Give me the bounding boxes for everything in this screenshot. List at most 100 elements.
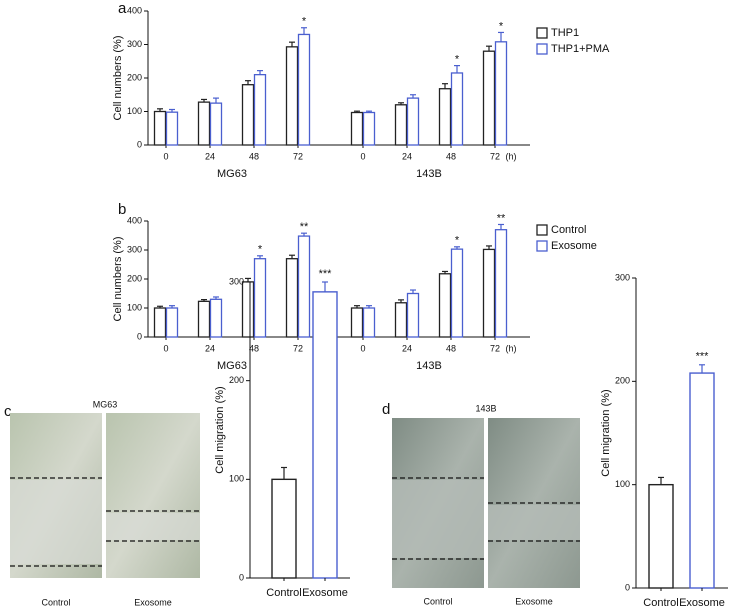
bar bbox=[362, 307, 376, 338]
x-tick-label: 72 bbox=[293, 151, 303, 161]
image-label: Exosome bbox=[134, 597, 172, 607]
panel-letter: b bbox=[118, 201, 126, 218]
image-title: 143B bbox=[475, 403, 496, 413]
y-tick-label: 100 bbox=[615, 479, 630, 489]
bar bbox=[209, 102, 223, 146]
bar bbox=[285, 258, 299, 338]
significance: * bbox=[455, 54, 460, 66]
y-tick-label: 300 bbox=[127, 39, 142, 49]
x-tick-label: 24 bbox=[402, 151, 412, 161]
bar bbox=[271, 478, 297, 579]
y-tick-label: 100 bbox=[229, 474, 244, 484]
y-tick-label: 400 bbox=[127, 5, 142, 15]
image-label: Exosome bbox=[515, 596, 553, 606]
bar bbox=[312, 291, 338, 579]
panel-letter: c bbox=[4, 403, 12, 420]
x-tick-label: 0 bbox=[163, 343, 168, 353]
panel-letter: a bbox=[118, 0, 127, 17]
y-axis-label: Cell migration (%) bbox=[214, 386, 226, 473]
x-tick-label: 48 bbox=[249, 343, 259, 353]
legend-swatch bbox=[536, 224, 548, 236]
bar bbox=[350, 111, 364, 146]
image-label: Control bbox=[41, 597, 70, 607]
significance: * bbox=[455, 235, 460, 247]
bar bbox=[689, 372, 715, 589]
group-label: 143B bbox=[416, 168, 442, 180]
x-tick-label: 24 bbox=[402, 343, 412, 353]
x-tick-label: 48 bbox=[446, 343, 456, 353]
y-axis-label: Cell numbers (%) bbox=[112, 237, 124, 322]
bar bbox=[494, 41, 508, 146]
legend-swatch bbox=[536, 27, 548, 39]
x-tick-label: Control bbox=[266, 587, 301, 599]
panel-letter: d bbox=[382, 401, 390, 418]
x-tick-label: 72 bbox=[490, 343, 500, 353]
significance: * bbox=[258, 244, 263, 256]
image-title: MG63 bbox=[93, 399, 118, 409]
y-tick-label: 200 bbox=[127, 72, 142, 82]
significance: ** bbox=[497, 212, 506, 224]
bar bbox=[482, 50, 496, 146]
y-tick-label: 0 bbox=[137, 331, 142, 341]
bar bbox=[165, 111, 179, 146]
y-tick-label: 0 bbox=[137, 139, 142, 149]
group-label: 143B bbox=[416, 360, 442, 372]
bar bbox=[153, 110, 167, 146]
bar bbox=[350, 307, 364, 338]
bar bbox=[197, 101, 211, 146]
significance: *** bbox=[696, 351, 710, 363]
significance: *** bbox=[319, 268, 333, 280]
bar bbox=[297, 235, 311, 338]
y-tick-label: 200 bbox=[615, 376, 630, 386]
bar bbox=[165, 307, 179, 338]
bar bbox=[406, 97, 420, 146]
significance: ** bbox=[300, 221, 309, 233]
bar bbox=[253, 74, 267, 146]
bar bbox=[197, 300, 211, 338]
y-axis-label: Cell migration (%) bbox=[600, 389, 612, 476]
x-tick-label: Exosome bbox=[679, 597, 725, 609]
legend-swatch bbox=[536, 240, 548, 252]
bar bbox=[482, 248, 496, 338]
bar bbox=[241, 84, 255, 146]
bar bbox=[297, 33, 311, 146]
micrograph-c: MG63 Control Exosome bbox=[10, 399, 200, 607]
bar bbox=[406, 292, 420, 338]
x-tick-label: Control bbox=[643, 597, 678, 609]
y-tick-label: 400 bbox=[127, 215, 142, 225]
y-tick-label: 0 bbox=[625, 582, 630, 592]
x-tick-label: 0 bbox=[163, 151, 168, 161]
y-tick-label: 300 bbox=[229, 276, 244, 286]
bar bbox=[394, 104, 408, 146]
x-unit: (h) bbox=[506, 343, 517, 353]
x-unit: (h) bbox=[506, 151, 517, 161]
y-tick-label: 0 bbox=[239, 572, 244, 582]
legend-swatch bbox=[536, 43, 548, 55]
bar bbox=[362, 111, 376, 146]
y-tick-label: 100 bbox=[127, 302, 142, 312]
x-tick-label: 48 bbox=[249, 151, 259, 161]
group-label: MG63 bbox=[217, 360, 247, 372]
y-tick-label: 300 bbox=[127, 244, 142, 254]
image-label: Control bbox=[423, 596, 452, 606]
legend-label: THP1 bbox=[551, 27, 579, 39]
bar bbox=[253, 258, 267, 338]
y-tick-label: 200 bbox=[127, 273, 142, 283]
bar bbox=[285, 46, 299, 146]
micrograph-d: 143B Control Exosome bbox=[392, 403, 580, 606]
bar bbox=[450, 248, 464, 338]
x-tick-label: 24 bbox=[205, 343, 215, 353]
x-tick-label: 72 bbox=[293, 343, 303, 353]
group-label: MG63 bbox=[217, 168, 247, 180]
legend-label: THP1+PMA bbox=[551, 43, 610, 55]
legend-label: Control bbox=[551, 224, 586, 236]
legend-label: Exosome bbox=[551, 240, 597, 252]
bar bbox=[494, 229, 508, 338]
bar bbox=[241, 281, 255, 338]
bar bbox=[394, 302, 408, 338]
bar bbox=[438, 88, 452, 146]
significance: * bbox=[302, 16, 307, 28]
bar bbox=[153, 307, 167, 338]
bar bbox=[209, 298, 223, 338]
